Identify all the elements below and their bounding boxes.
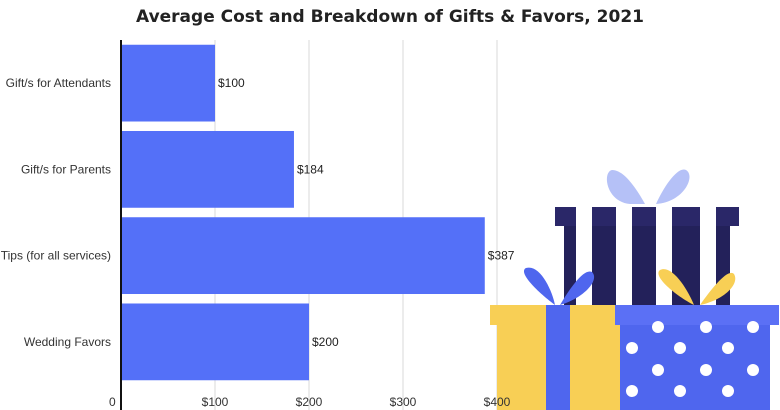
x-tick-label: $400 [484,395,511,409]
category-label: Tips (for all services) [1,249,111,263]
category-label: Gift/s for Parents [21,162,111,176]
bar-value-label: $100 [218,76,245,90]
x-axis-ticks: 0 $100 $200 $300 $400 [109,395,511,409]
bar-value-label: $200 [312,335,339,349]
gift-boxes-illustration [490,169,779,410]
bar [121,44,215,122]
bar [121,303,309,381]
bar [121,217,485,295]
category-label: Wedding Favors [24,335,111,349]
x-tick-label: $300 [390,395,417,409]
polka-dot-gift-box-icon [615,269,779,410]
category-label: Gift/s for Attendants [6,76,111,90]
x-tick-label: 0 [109,395,116,409]
bar-value-label: $387 [488,249,515,263]
x-tick-label: $200 [296,395,323,409]
yellow-gift-box-icon [490,267,630,410]
bars: $100 Gift/s for Attendants $184 Gift/s for … [1,44,515,381]
bar [121,130,294,208]
x-tick-label: $100 [202,395,229,409]
chart-title: Average Cost and Breakdown of Gifts & Fa… [136,7,644,27]
bar-value-label: $184 [297,162,324,176]
